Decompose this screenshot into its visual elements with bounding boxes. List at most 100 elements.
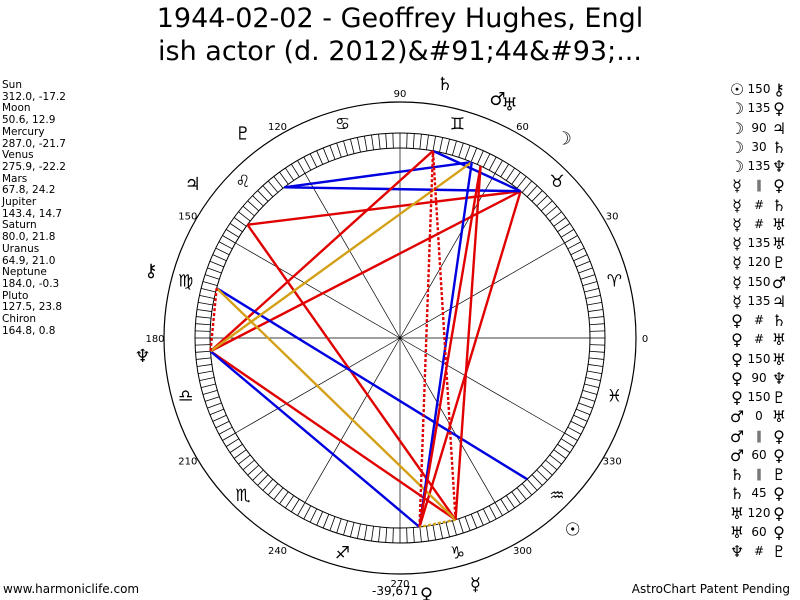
- degree-tick: [426, 526, 429, 542]
- aspect-row: ☉ 150 ⚷: [727, 80, 787, 99]
- planet-coords: 64.9, 21.0: [2, 254, 56, 267]
- planet-name: Saturn: [2, 219, 37, 232]
- aspect-row: ☿ 150 ♂: [727, 273, 787, 292]
- planet-glyph: ♅: [771, 234, 787, 254]
- degree-tick: [196, 357, 212, 360]
- planet-glyph: ♄: [771, 195, 787, 215]
- planet-icon: ♅: [501, 94, 517, 115]
- aspect-row: ♅ 120 ♀: [727, 504, 787, 523]
- degree-tick: [482, 508, 491, 523]
- degree-tick: [585, 294, 601, 299]
- zodiac-sign-icon: ♒: [549, 486, 564, 506]
- degree-tick: [350, 138, 355, 154]
- planet-glyph: ♆: [729, 542, 745, 562]
- degree-tick: [285, 495, 295, 509]
- degree-tick: [195, 350, 211, 353]
- degree-tick: [204, 274, 220, 280]
- aspect-value: 150: [747, 82, 771, 97]
- degree-tick: [588, 316, 604, 319]
- degree-tick: [316, 511, 324, 526]
- aspect-value: 120: [747, 505, 771, 520]
- zodiac-sign-icon: ♍: [178, 272, 193, 292]
- aspect-value: 150: [747, 351, 771, 366]
- planet-icon: ♇: [235, 123, 251, 144]
- footer-patent-note: AstroChart Patent Pending: [631, 582, 790, 596]
- aspect-value: 135: [747, 101, 771, 116]
- aspect-row: ☽ 30 ♄: [727, 138, 787, 157]
- degree-tick: [567, 241, 582, 250]
- planet-glyph: ♅: [771, 349, 787, 369]
- aspect-row: ☿ # ♄: [727, 196, 787, 215]
- degree-tick: [218, 241, 233, 250]
- zodiac-sign-icon: ♏: [235, 486, 250, 506]
- degree-tick: [336, 518, 342, 534]
- planet-glyph: ♄: [771, 311, 787, 331]
- degree-tick: [584, 383, 600, 388]
- degree-tick: [505, 167, 515, 181]
- degree-tick: [279, 491, 289, 505]
- aspect-row: ☽ 135 ♆: [727, 157, 787, 176]
- planet-coords: 275.9, -22.2: [2, 160, 66, 173]
- degree-tick: [576, 260, 591, 268]
- degree-tick: [212, 414, 227, 422]
- planet-icon: ☉: [565, 520, 581, 541]
- chart-title-line-2: ish actor (d. 2012)&#91;44&#93;...: [158, 36, 642, 67]
- aspect-value: 60: [751, 447, 767, 462]
- aspect-value: ∥: [756, 428, 762, 443]
- aspect-value: 0: [755, 409, 763, 424]
- aspect-line: [215, 287, 457, 521]
- degree-tick: [273, 487, 284, 500]
- degree-tick: [204, 396, 220, 402]
- degree-tick: [445, 138, 450, 154]
- planet-glyph: ♃: [771, 291, 787, 311]
- house-spoke: [399, 337, 496, 503]
- aspect-value: 135: [747, 236, 771, 251]
- degree-tick: [494, 160, 503, 174]
- degree-tick: [222, 432, 236, 441]
- planet-glyph: ♅: [771, 330, 787, 350]
- degree-tick: [257, 190, 269, 202]
- aspect-value: #: [753, 332, 765, 347]
- degree-tick: [587, 302, 602, 306]
- planet-icon: ♃: [185, 174, 201, 195]
- aspect-line: [432, 149, 522, 193]
- zodiac-sign-icon: ♐: [335, 543, 350, 563]
- aspect-value: 30: [751, 139, 767, 154]
- aspect-list: ☉ 150 ⚷ ☽ 135 ♀ ☽ 90 ♃ ☽ 30 ♄ ☽ 135 ♆ ☿ ∥ ♀ ☿ # ♄ ☿ # ♅ ☿ 135 ♅ ☿ 12…: [727, 80, 787, 561]
- degree-tick: [257, 474, 269, 486]
- degree-tick: [322, 147, 330, 162]
- aspect-row: ♀ # ♅: [727, 330, 787, 349]
- aspect-line: [431, 150, 457, 520]
- degree-tick: [196, 364, 212, 367]
- planet-icon: ☽: [556, 129, 572, 150]
- degree-tick: [588, 357, 604, 360]
- degree-tick: [426, 134, 429, 150]
- degree-tick: [505, 495, 515, 509]
- degree-tick: [560, 438, 575, 447]
- planet-glyph: ♃: [771, 118, 787, 138]
- aspect-row: ☿ 120 ♇: [727, 253, 787, 272]
- planet-glyph: ♀: [773, 426, 785, 446]
- aspect-row: ☽ 90 ♃: [727, 119, 787, 138]
- planet-name: Uranus: [2, 242, 40, 255]
- house-spoke: [399, 173, 496, 339]
- degree-tick: [419, 526, 422, 542]
- degree-tick: [588, 309, 604, 312]
- degree-tick: [229, 443, 243, 453]
- degree-tick: [242, 205, 255, 217]
- planet-glyph: ♄: [729, 465, 745, 485]
- zodiac-sign-icon: ♋: [335, 115, 350, 135]
- planet-glyph: ♆: [771, 368, 787, 388]
- planet-coords: 312.0, -17.2: [2, 90, 66, 103]
- planet-glyph: ☿: [732, 253, 742, 273]
- degree-tick: [560, 229, 575, 238]
- degree-tick: [419, 134, 422, 150]
- planet-coords: 127.5, 23.8: [2, 301, 63, 314]
- degree-tick: [580, 274, 596, 280]
- planet-glyph: ♄: [771, 137, 787, 157]
- planet-glyph: ♅: [771, 214, 787, 234]
- degree-tick: [557, 443, 571, 453]
- degree-tick: [567, 426, 582, 435]
- planet-name: Chiron: [2, 313, 37, 326]
- degree-label: 150: [178, 212, 197, 223]
